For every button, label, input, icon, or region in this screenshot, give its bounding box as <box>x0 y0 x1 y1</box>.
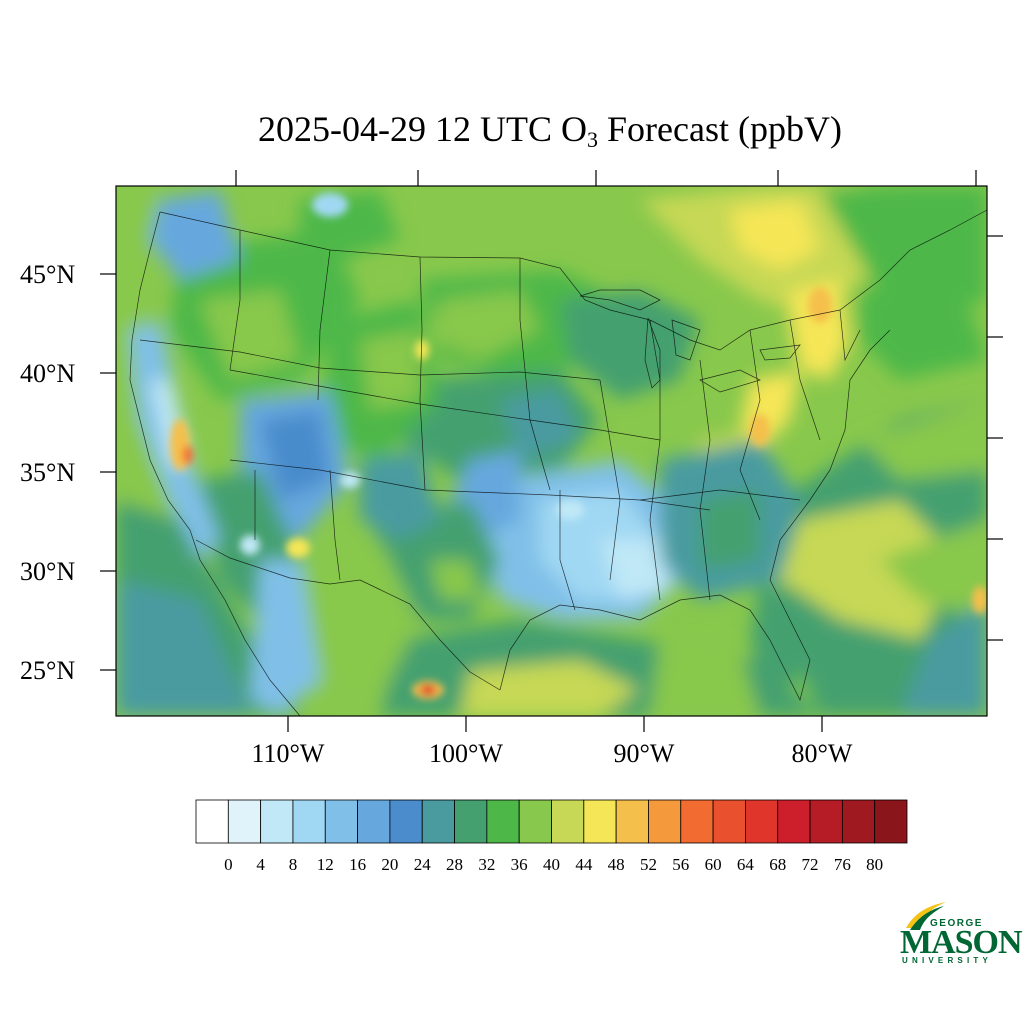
colorbar-swatch <box>551 799 585 844</box>
colorbar-swatch <box>809 799 843 844</box>
colorbar: 0 4 8 12 16 20 24 28 32 36 40 44 48 52 56 60 64 68 72 76 80 <box>195 799 908 874</box>
colorbar-label: 36 <box>511 855 528 874</box>
colorbar-label: 52 <box>640 855 657 874</box>
lat-label-40: 40°N <box>20 359 75 388</box>
longitude-labels: 110°W 100°W 90°W 80°W <box>252 739 853 768</box>
colorbar-label: 24 <box>414 855 432 874</box>
lat-label-35: 35°N <box>20 458 75 487</box>
colorbar-label: 12 <box>317 855 334 874</box>
colorbar-swatch <box>745 799 779 844</box>
axis-ticks <box>100 170 1003 732</box>
colorbar-swatch <box>841 799 876 844</box>
colorbar-swatch <box>648 799 682 844</box>
colorbar-swatch <box>292 799 326 844</box>
lon-label-110: 110°W <box>252 739 325 768</box>
colorbar-label: 28 <box>446 855 463 874</box>
lat-label-45: 45°N <box>20 260 75 289</box>
lon-label-90: 90°W <box>614 739 675 768</box>
colorbar-swatch <box>777 799 811 844</box>
lat-label-25: 25°N <box>20 656 75 685</box>
logo-swoosh <box>906 902 946 930</box>
colorbar-swatch <box>712 799 746 844</box>
map-frame <box>115 185 988 717</box>
colorbar-label: 4 <box>256 855 265 874</box>
colorbar-swatch <box>389 799 423 844</box>
colorbar-label: 80 <box>866 855 883 874</box>
latitude-labels: 45°N 40°N 35°N 30°N 25°N <box>20 260 75 685</box>
colorbar-swatch <box>227 799 262 844</box>
lon-label-100: 100°W <box>429 739 503 768</box>
colorbar-label: 72 <box>802 855 819 874</box>
lat-label-30: 30°N <box>20 557 75 586</box>
colorbar-swatch <box>583 799 617 844</box>
title-prefix: 2025-04-29 12 UTC O <box>258 109 588 149</box>
logo-george: GEORGE <box>930 918 983 929</box>
colorbar-swatch <box>195 799 229 844</box>
colorbar-swatch <box>324 799 358 844</box>
colorbar-label: 56 <box>672 855 689 874</box>
chart-title: 2025-04-29 12 UTC O3 Forecast (ppbV) <box>0 108 1024 152</box>
colorbar-label: 32 <box>478 855 495 874</box>
lon-label-80: 80°W <box>792 739 853 768</box>
colorbar-label: 76 <box>834 855 851 874</box>
colorbar-swatch <box>518 799 552 844</box>
colorbar-label: 68 <box>769 855 786 874</box>
colorbar-swatch <box>421 799 455 844</box>
colorbar-swatch <box>486 799 520 844</box>
colorbar-label: 16 <box>349 855 366 874</box>
colorbar-swatch <box>615 799 649 844</box>
colorbar-swatch <box>260 799 294 844</box>
colorbar-label: 20 <box>381 855 398 874</box>
ozone-field <box>116 186 987 716</box>
colorbar-swatch <box>680 799 714 844</box>
state-boundaries <box>129 209 987 716</box>
colorbar-swatch <box>357 799 391 844</box>
george-mason-logo: GEORGE MASON UNIVERSITY <box>896 898 1023 970</box>
colorbar-label: 64 <box>737 855 755 874</box>
colorbar-label: 60 <box>705 855 722 874</box>
colorbar-label: 0 <box>224 855 233 874</box>
colorbar-label: 8 <box>289 855 298 874</box>
title-suffix: Forecast (ppbV) <box>598 109 842 149</box>
colorbar-label: 44 <box>575 855 593 874</box>
logo-mason: MASON <box>900 924 1023 961</box>
colorbar-label: 48 <box>608 855 625 874</box>
title-subscript: 3 <box>587 127 599 152</box>
colorbar-label: 40 <box>543 855 560 874</box>
logo-university: UNIVERSITY <box>902 956 993 965</box>
colorbar-swatch <box>874 799 908 844</box>
colorbar-swatch <box>454 799 488 844</box>
